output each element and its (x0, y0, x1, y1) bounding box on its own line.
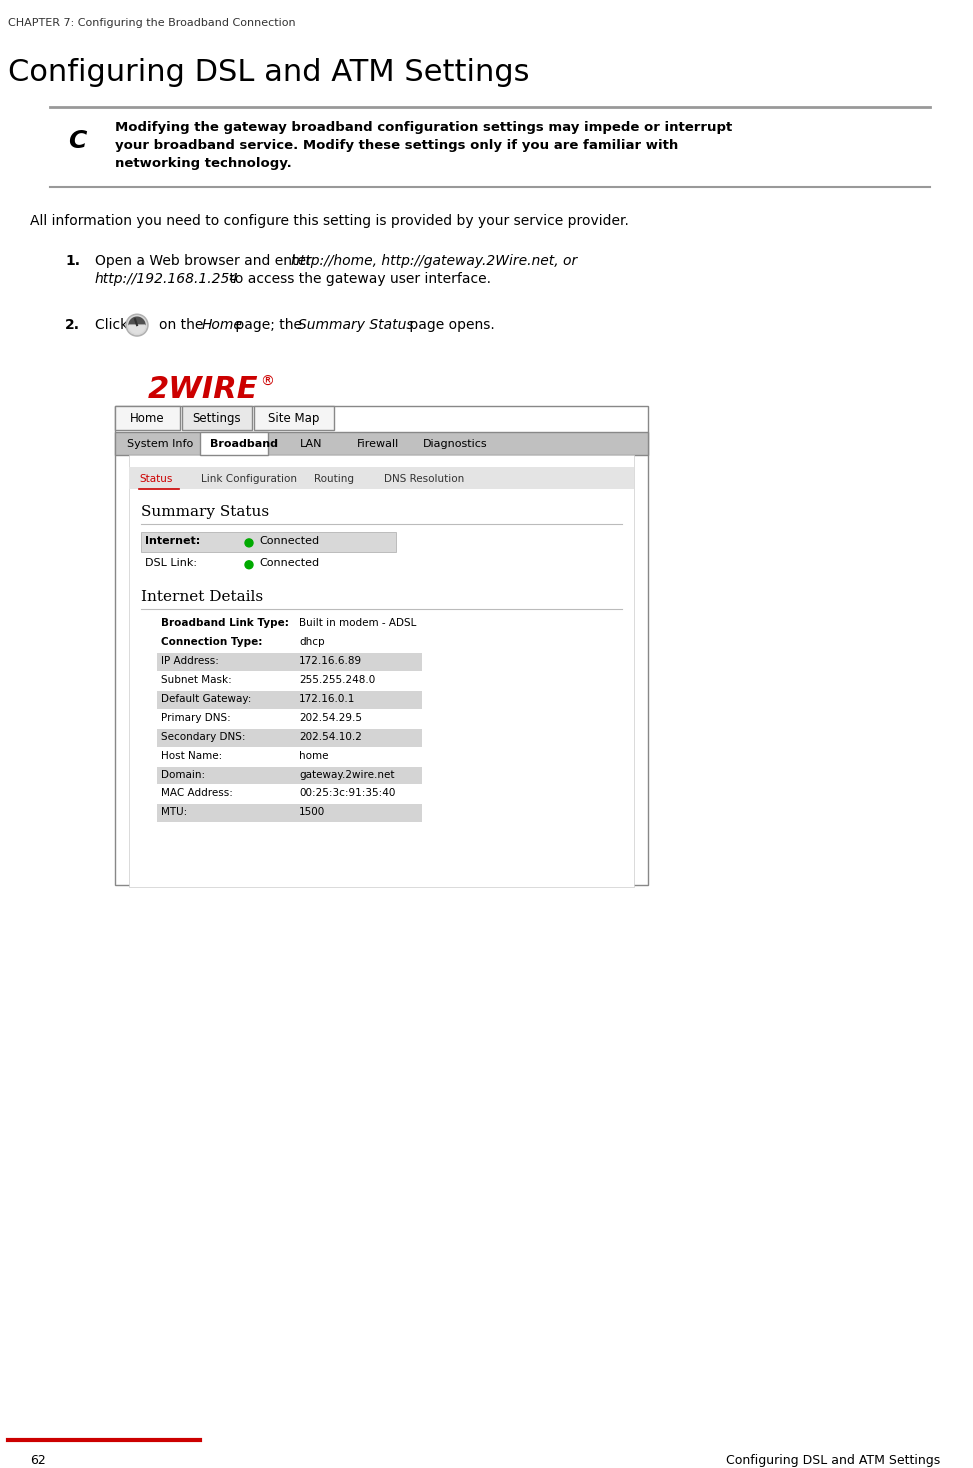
Text: Primary DNS:: Primary DNS: (161, 713, 231, 722)
Text: Modifying the gateway broadband configuration settings may impede or interrupt
y: Modifying the gateway broadband configur… (115, 122, 733, 170)
Text: dhcp: dhcp (299, 637, 325, 647)
Bar (157, 728, 422, 747)
Polygon shape (129, 317, 145, 324)
Text: Secondary DNS:: Secondary DNS: (161, 733, 245, 741)
Text: on the: on the (159, 319, 208, 332)
Bar (141, 531, 396, 552)
Text: Link Configuration: Link Configuration (201, 474, 297, 484)
Text: 172.16.0.1: 172.16.0.1 (299, 694, 355, 705)
Bar (157, 766, 422, 784)
Text: MAC Address:: MAC Address: (161, 788, 233, 799)
Text: Firewall: Firewall (357, 439, 399, 449)
Text: 62: 62 (30, 1453, 46, 1467)
Text: 172.16.6.89: 172.16.6.89 (299, 656, 362, 666)
Text: Connected: Connected (259, 558, 319, 568)
Bar (182, 405, 252, 430)
Text: Diagnostics: Diagnostics (423, 439, 487, 449)
Text: LAN: LAN (300, 439, 322, 449)
Text: Home: Home (130, 413, 164, 426)
Text: 255.255.248.0: 255.255.248.0 (299, 675, 376, 686)
Text: C: C (68, 129, 87, 153)
Text: 202.54.29.5: 202.54.29.5 (299, 713, 362, 722)
Text: CHAPTER 7: Configuring the Broadband Connection: CHAPTER 7: Configuring the Broadband Con… (8, 18, 296, 28)
Text: page; the: page; the (231, 319, 306, 332)
Text: ®: ® (260, 374, 273, 389)
Text: 1500: 1500 (299, 807, 325, 818)
Text: 202.54.10.2: 202.54.10.2 (299, 733, 362, 741)
Circle shape (245, 561, 253, 568)
Text: Click: Click (95, 319, 132, 332)
Text: 00:25:3c:91:35:40: 00:25:3c:91:35:40 (299, 788, 395, 799)
Polygon shape (129, 324, 145, 333)
Text: Broadband: Broadband (210, 439, 278, 449)
Text: Configuring DSL and ATM Settings: Configuring DSL and ATM Settings (726, 1453, 940, 1467)
Text: All information you need to configure this setting is provided by your service p: All information you need to configure th… (30, 214, 629, 228)
Text: Settings: Settings (193, 413, 241, 426)
Text: to access the gateway user interface.: to access the gateway user interface. (225, 273, 491, 286)
Text: Host Name:: Host Name: (161, 750, 222, 760)
Text: Subnet Mask:: Subnet Mask: (161, 675, 232, 686)
Bar (129, 467, 634, 489)
Text: System Info: System Info (127, 439, 194, 449)
Text: IP Address:: IP Address: (161, 656, 219, 666)
Text: gateway.2wire.net: gateway.2wire.net (299, 769, 394, 780)
Text: Internet:: Internet: (145, 536, 200, 546)
Text: Internet Details: Internet Details (141, 590, 263, 603)
Text: Home: Home (202, 319, 243, 332)
Text: http://192.168.1.254: http://192.168.1.254 (95, 273, 239, 286)
Text: Summary Status: Summary Status (298, 319, 414, 332)
Text: Broadband Link Type:: Broadband Link Type: (161, 618, 289, 628)
Text: Built in modem - ADSL: Built in modem - ADSL (299, 618, 416, 628)
Text: 2WIRE: 2WIRE (148, 374, 259, 404)
Circle shape (245, 539, 253, 548)
Text: Routing: Routing (314, 474, 354, 484)
Bar (157, 804, 422, 822)
Text: 2.: 2. (65, 319, 80, 332)
Text: Default Gateway:: Default Gateway: (161, 694, 251, 705)
Text: DSL Link:: DSL Link: (145, 558, 197, 568)
Bar (115, 405, 180, 430)
Text: home: home (299, 750, 329, 760)
Circle shape (127, 316, 147, 335)
Text: Summary Status: Summary Status (141, 505, 270, 520)
Bar (254, 405, 334, 430)
Bar (129, 455, 634, 887)
Text: page opens.: page opens. (405, 319, 494, 332)
Text: Site Map: Site Map (269, 413, 320, 426)
Text: 1.: 1. (65, 254, 80, 267)
Text: Status: Status (139, 474, 172, 484)
Bar (157, 653, 422, 671)
Text: Configuring DSL and ATM Settings: Configuring DSL and ATM Settings (8, 57, 529, 87)
Text: Connected: Connected (259, 536, 319, 546)
Text: Connection Type:: Connection Type: (161, 637, 263, 647)
Text: MTU:: MTU: (161, 807, 187, 818)
Text: Open a Web browser and enter: Open a Web browser and enter (95, 254, 316, 267)
Text: Domain:: Domain: (161, 769, 205, 780)
Text: http://home, http://gateway.2Wire.net, or: http://home, http://gateway.2Wire.net, o… (291, 254, 577, 267)
Bar (200, 432, 268, 455)
Bar (157, 691, 422, 709)
Bar (115, 432, 648, 455)
Text: DNS Resolution: DNS Resolution (384, 474, 464, 484)
Bar (115, 405, 648, 885)
Circle shape (126, 314, 148, 336)
